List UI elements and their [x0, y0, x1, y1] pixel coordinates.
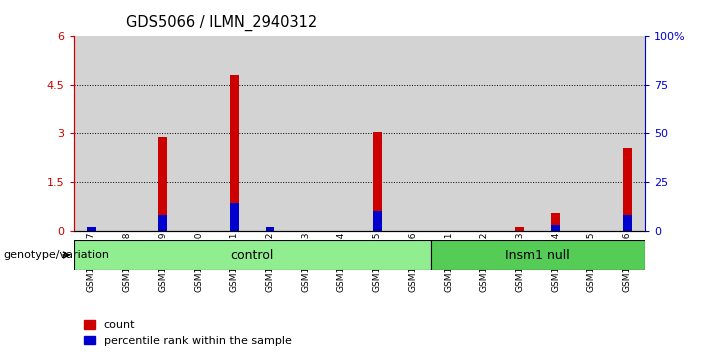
- Bar: [230, 203, 239, 231]
- Bar: [538, 36, 573, 231]
- Bar: [74, 240, 430, 270]
- Text: control: control: [231, 249, 274, 261]
- Bar: [288, 36, 324, 231]
- Bar: [622, 215, 632, 231]
- Bar: [158, 136, 168, 231]
- Bar: [551, 213, 560, 231]
- Bar: [609, 36, 645, 231]
- Bar: [217, 36, 252, 231]
- Bar: [515, 227, 524, 231]
- Bar: [324, 36, 359, 231]
- Text: genotype/variation: genotype/variation: [4, 250, 109, 260]
- Bar: [252, 36, 288, 231]
- Bar: [145, 36, 181, 231]
- Bar: [87, 229, 96, 231]
- Bar: [395, 36, 430, 231]
- Text: Insm1 null: Insm1 null: [505, 249, 570, 261]
- Bar: [373, 211, 381, 231]
- Bar: [502, 36, 538, 231]
- Bar: [430, 240, 645, 270]
- Bar: [622, 148, 632, 231]
- Bar: [373, 132, 381, 231]
- Bar: [87, 227, 96, 231]
- Bar: [74, 36, 109, 231]
- Bar: [181, 36, 217, 231]
- Bar: [430, 36, 466, 231]
- Bar: [551, 225, 560, 231]
- Text: GDS5066 / ILMN_2940312: GDS5066 / ILMN_2940312: [126, 15, 318, 31]
- Bar: [359, 36, 395, 231]
- Bar: [573, 36, 609, 231]
- Legend: count, percentile rank within the sample: count, percentile rank within the sample: [79, 316, 296, 351]
- Bar: [230, 75, 239, 231]
- Bar: [266, 227, 275, 231]
- Bar: [466, 36, 502, 231]
- Bar: [158, 215, 168, 231]
- Bar: [109, 36, 145, 231]
